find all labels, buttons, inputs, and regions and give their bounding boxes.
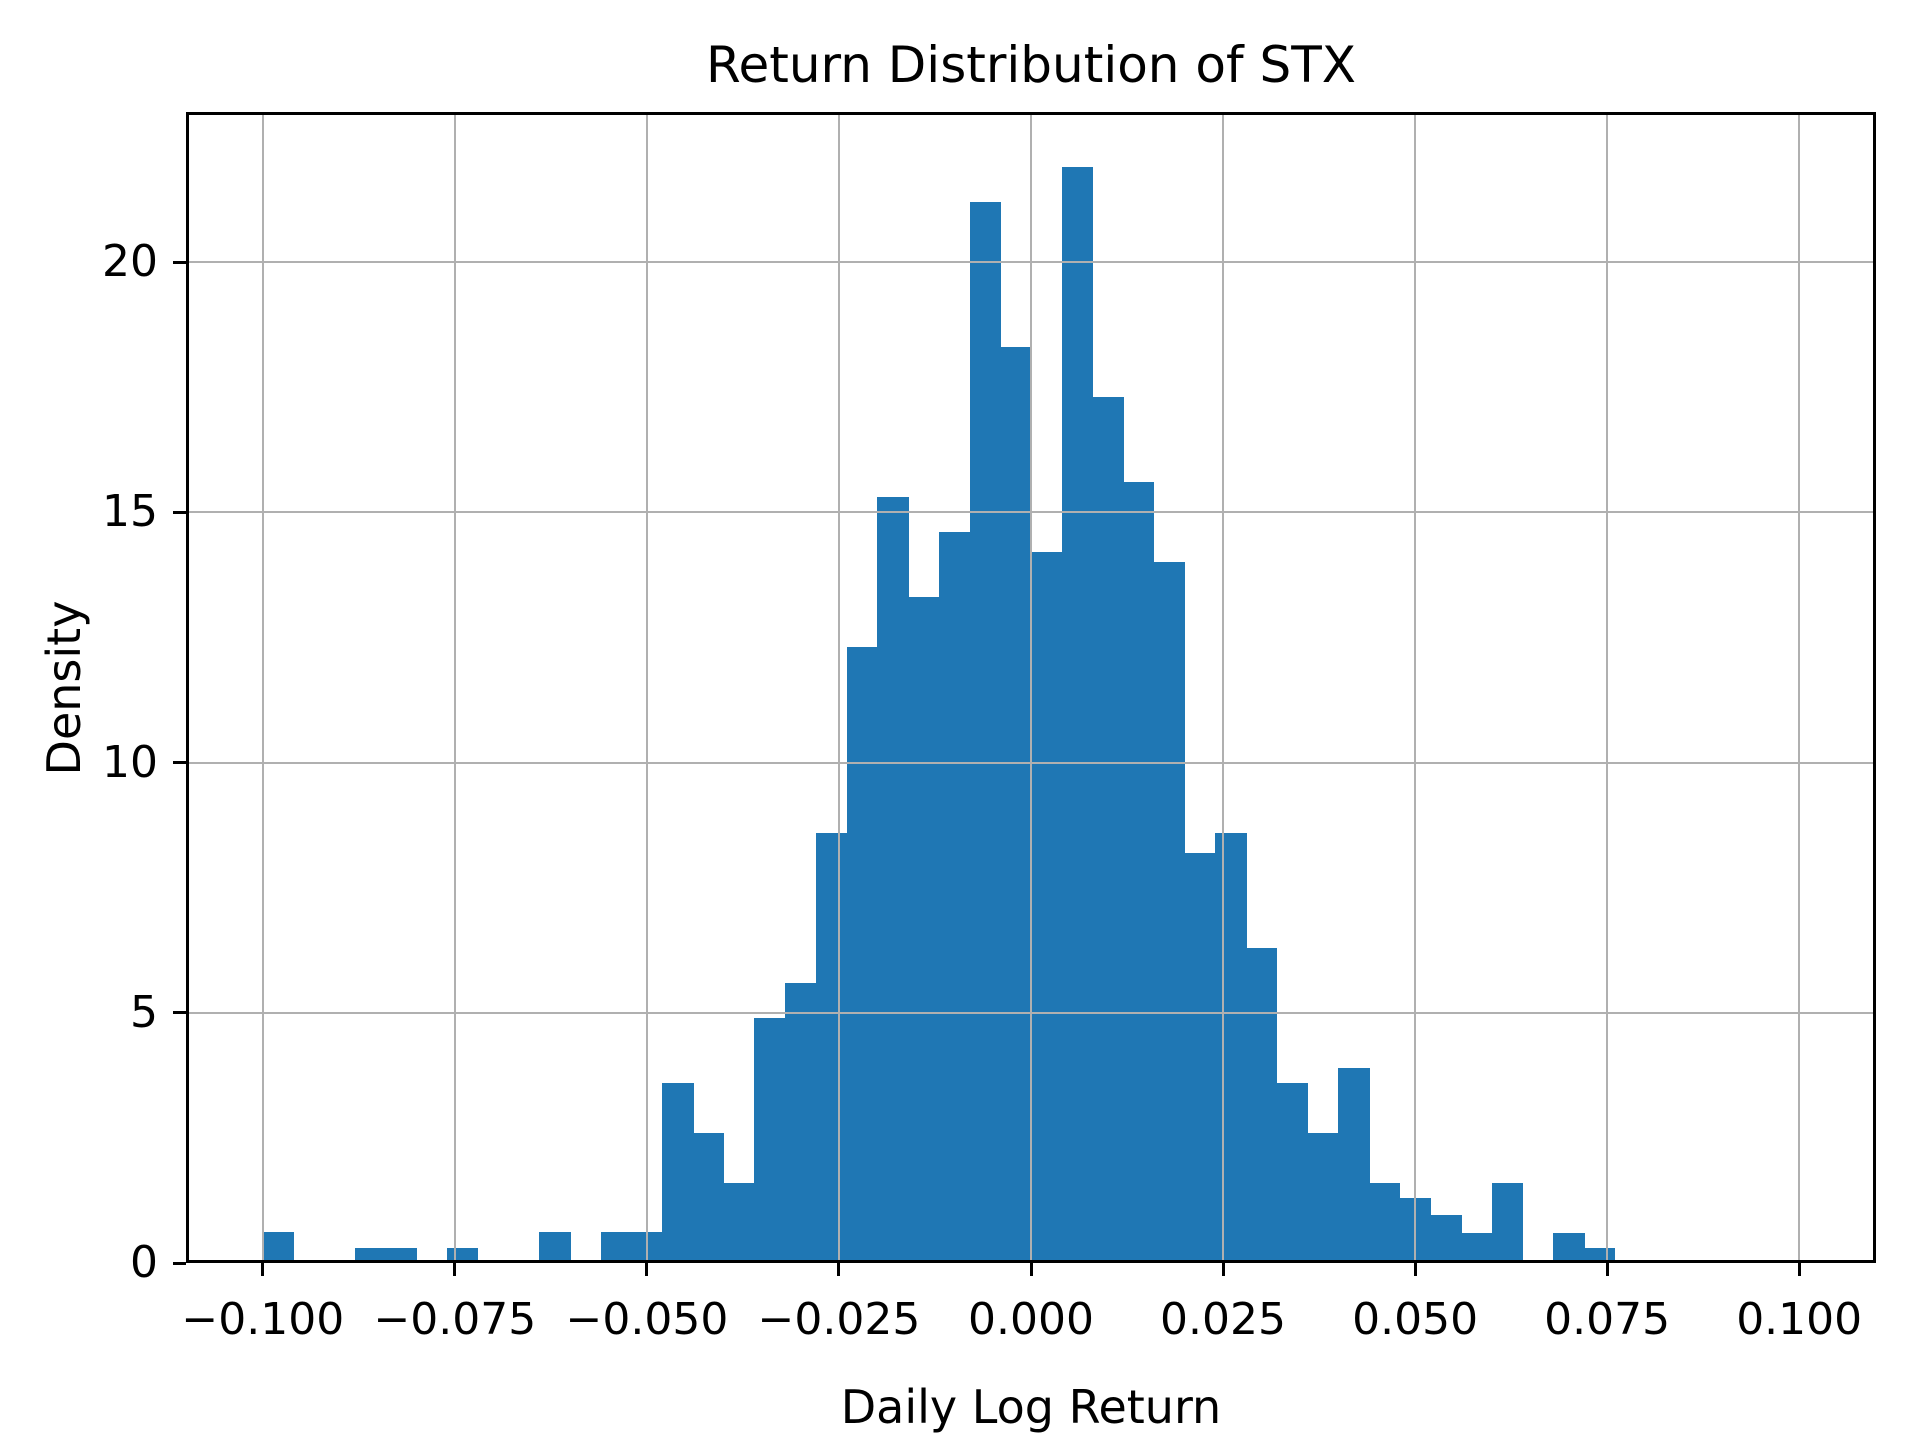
histogram-bar <box>1031 552 1063 1263</box>
histogram-bar <box>1184 852 1216 1263</box>
x-tick-label: −0.075 <box>373 1294 537 1345</box>
histogram-bar <box>1276 1082 1309 1263</box>
x-tick-label: 0.075 <box>1544 1294 1671 1345</box>
histogram-bar <box>723 1182 756 1263</box>
histogram-bar <box>600 1231 633 1263</box>
y-tick-mark <box>173 761 186 765</box>
y-tick-label: 15 <box>102 486 158 538</box>
x-tick-mark <box>1221 1263 1225 1276</box>
x-tick-label: 0.050 <box>1352 1294 1479 1345</box>
histogram-bar <box>1461 1232 1493 1263</box>
histogram-bar <box>1584 1248 1616 1263</box>
x-tick-mark <box>645 1263 649 1276</box>
y-tick-label: 20 <box>102 236 158 288</box>
histogram-bar <box>662 1082 694 1263</box>
y-tick-label: 0 <box>130 1237 158 1288</box>
x-tick-mark <box>1029 1263 1033 1276</box>
plot-area <box>186 112 1876 1263</box>
y-tick-label: 10 <box>102 736 158 788</box>
x-gridline <box>1606 112 1609 1263</box>
histogram-bar <box>693 1132 725 1263</box>
histogram-bar <box>1061 167 1094 1263</box>
histogram-bar <box>1307 1132 1339 1263</box>
x-gridline <box>645 112 648 1263</box>
y-tick-mark <box>173 1011 186 1015</box>
histogram-bar <box>754 1017 786 1263</box>
histogram-bar <box>815 832 848 1263</box>
y-tick-mark <box>173 510 186 514</box>
histogram-bar <box>355 1247 387 1263</box>
y-axis-label-text: Density <box>37 600 91 776</box>
x-gridline <box>837 112 840 1263</box>
histogram-bar <box>908 597 940 1263</box>
histogram-bar <box>1092 397 1124 1263</box>
histogram-bar <box>785 982 817 1263</box>
x-gridline <box>1222 112 1225 1263</box>
histogram-bar <box>447 1247 479 1263</box>
x-tick-label: 0.100 <box>1736 1294 1863 1345</box>
histogram-bar <box>1491 1182 1524 1263</box>
x-tick-mark <box>1413 1263 1417 1276</box>
histogram-bar <box>1553 1232 1585 1263</box>
histogram-bar <box>1000 347 1032 1263</box>
histogram-bar <box>877 497 909 1263</box>
x-tick-mark <box>1797 1263 1801 1276</box>
x-gridline <box>453 112 456 1263</box>
x-gridline <box>1798 112 1801 1263</box>
histogram-bar <box>938 532 971 1263</box>
histogram-bar <box>846 647 878 1263</box>
x-tick-mark <box>453 1263 457 1276</box>
x-tick-mark <box>1605 1263 1609 1276</box>
y-tick-label: 5 <box>130 986 158 1038</box>
x-tick-label: −0.100 <box>181 1294 345 1345</box>
x-tick-mark <box>837 1263 841 1276</box>
histogram-bar <box>385 1247 418 1263</box>
histogram-bar <box>1369 1182 1401 1263</box>
x-tick-label: 0.000 <box>968 1294 1094 1345</box>
x-axis-label: Daily Log Return <box>840 1380 1222 1434</box>
histogram-bar <box>1215 832 1247 1263</box>
x-gridline <box>261 112 264 1263</box>
histogram-bar <box>1430 1215 1462 1263</box>
histogram-bar <box>262 1231 295 1263</box>
chart-title: Return Distribution of STX <box>705 36 1357 94</box>
y-tick-mark <box>173 260 186 264</box>
histogram-bar <box>969 202 1001 1263</box>
x-tick-label: 0.025 <box>1160 1294 1287 1345</box>
histogram-bar <box>1153 562 1186 1263</box>
y-tick-mark <box>173 1261 186 1265</box>
x-tick-label: −0.025 <box>757 1294 921 1345</box>
histogram-bar <box>1123 482 1155 1263</box>
x-gridline <box>1414 112 1417 1263</box>
histogram-bar <box>1338 1067 1370 1263</box>
histogram-bar <box>539 1231 571 1263</box>
x-gridline <box>1030 112 1032 1263</box>
x-tick-mark <box>261 1263 265 1276</box>
x-tick-label: −0.050 <box>565 1294 729 1345</box>
histogram-bar <box>1246 947 1278 1263</box>
